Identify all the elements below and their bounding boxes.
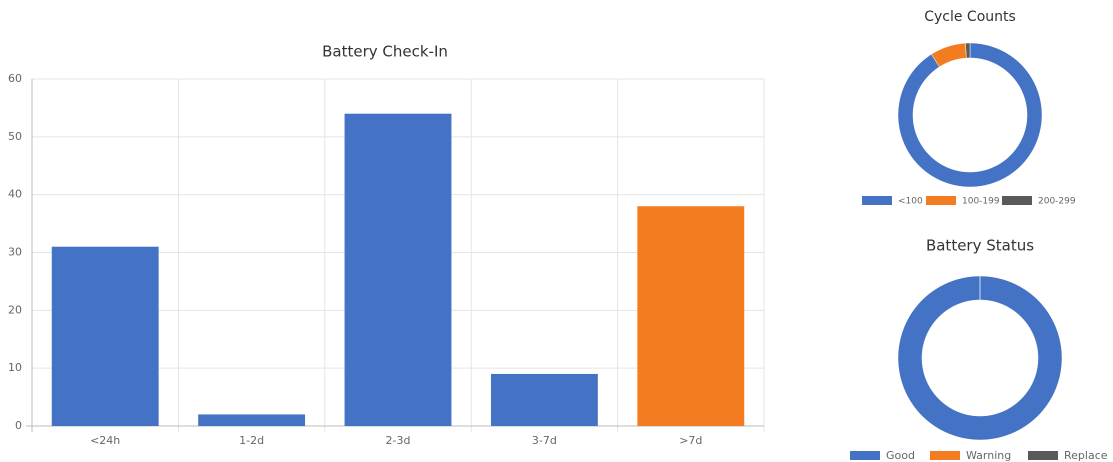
chart-title: Battery Check-In bbox=[322, 43, 448, 61]
legend-swatch bbox=[930, 451, 960, 460]
legend-label: Replace bbox=[1064, 449, 1108, 462]
chart-title: Cycle Counts bbox=[924, 9, 1016, 25]
legend-label: Good bbox=[886, 449, 915, 462]
bar bbox=[637, 206, 745, 426]
legend-label: 100-199 bbox=[962, 197, 1000, 207]
legend-swatch bbox=[862, 196, 892, 205]
bar bbox=[490, 373, 598, 426]
doughnut-segment bbox=[897, 42, 1043, 188]
doughnut-segment bbox=[965, 42, 971, 59]
y-tick-label: 40 bbox=[8, 188, 22, 201]
y-tick-label: 20 bbox=[8, 303, 22, 316]
y-tick-label: 60 bbox=[8, 72, 22, 85]
y-tick-label: 10 bbox=[8, 361, 22, 374]
y-tick-label: 50 bbox=[8, 130, 22, 143]
doughnut-segment bbox=[897, 275, 1063, 441]
legend-swatch bbox=[926, 196, 956, 205]
x-tick-label: <24h bbox=[90, 434, 120, 447]
y-tick-label: 30 bbox=[8, 246, 22, 259]
bar bbox=[344, 113, 452, 426]
bar bbox=[198, 414, 306, 426]
y-tick-label: 0 bbox=[15, 419, 22, 432]
legend-label: Warning bbox=[966, 449, 1011, 462]
x-tick-label: 1-2d bbox=[239, 434, 264, 447]
x-tick-label: 3-7d bbox=[532, 434, 557, 447]
x-tick-label: 2-3d bbox=[386, 434, 411, 447]
chart-title: Battery Status bbox=[926, 237, 1034, 255]
legend-swatch bbox=[1002, 196, 1032, 205]
x-tick-label: >7d bbox=[679, 434, 702, 447]
legend-swatch bbox=[850, 451, 880, 460]
legend-label: <100 bbox=[898, 197, 923, 207]
bar bbox=[51, 246, 159, 426]
legend-swatch bbox=[1028, 451, 1058, 460]
legend-label: 200-299 bbox=[1038, 197, 1076, 207]
